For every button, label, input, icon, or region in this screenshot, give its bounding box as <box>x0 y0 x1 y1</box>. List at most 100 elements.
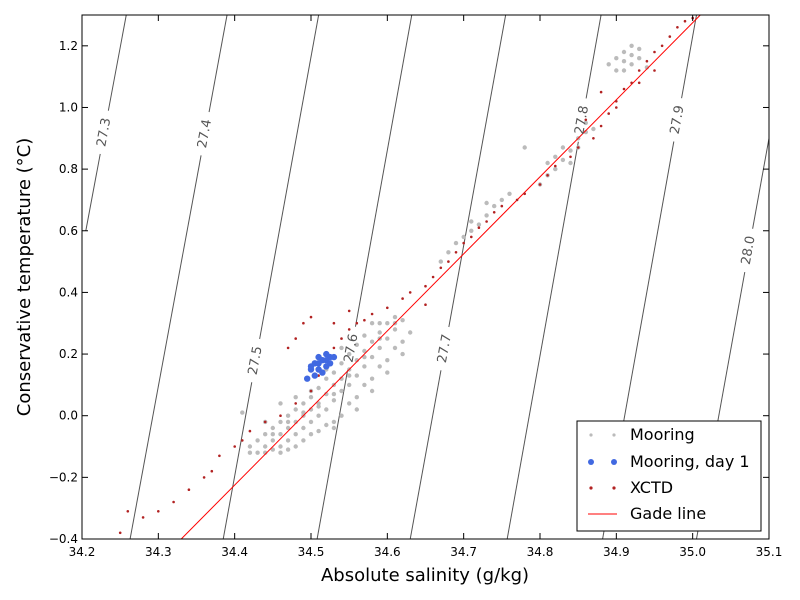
data-point <box>302 321 305 325</box>
x-tick-label: 34.5 <box>298 545 325 559</box>
data-point <box>454 251 458 254</box>
data-point <box>347 373 352 378</box>
data-point <box>637 81 641 85</box>
data-point <box>347 351 352 357</box>
data-point <box>301 425 306 431</box>
y-tick-label: 1.2 <box>59 39 78 53</box>
legend-swatch <box>611 459 617 465</box>
data-point <box>492 203 497 209</box>
data-point <box>546 174 549 177</box>
data-point <box>637 69 641 72</box>
data-point <box>668 35 672 38</box>
series-mooring-day-1 <box>304 350 338 382</box>
density-contour-line <box>681 15 697 99</box>
data-point <box>355 321 359 325</box>
data-point <box>431 275 435 279</box>
density-contour-line <box>222 382 253 539</box>
data-point <box>301 438 306 443</box>
data-point <box>592 137 595 140</box>
y-tick-label: 0.8 <box>59 162 78 176</box>
data-point <box>424 284 427 288</box>
data-point <box>278 444 283 449</box>
data-point <box>584 118 588 122</box>
data-point <box>385 370 390 375</box>
legend-entry: Mooring, day 1 <box>588 452 750 471</box>
data-point <box>202 476 206 479</box>
data-point <box>554 164 557 168</box>
data-point <box>553 154 558 159</box>
data-point <box>309 315 313 319</box>
data-point <box>354 395 359 400</box>
data-point <box>615 106 618 109</box>
data-point <box>400 351 405 357</box>
legend-entry: Gade line <box>588 504 706 523</box>
data-point <box>476 222 482 227</box>
data-point <box>500 204 504 208</box>
x-tick-label: 34.4 <box>221 545 248 559</box>
data-point <box>270 432 275 437</box>
data-point <box>676 26 679 29</box>
data-point <box>615 100 618 103</box>
data-point <box>385 336 390 341</box>
data-point <box>339 388 344 394</box>
data-point <box>369 388 375 394</box>
density-contour-line <box>448 15 507 328</box>
data-point <box>523 192 526 196</box>
data-point <box>294 402 298 405</box>
data-point <box>278 401 283 406</box>
data-point <box>591 126 596 132</box>
data-point <box>286 346 290 350</box>
y-tick-label: 0.2 <box>59 347 78 361</box>
contour-labels: 27.3 27.4 27.5 27.6 27.7 27.8 27.9 28.0 <box>94 104 758 376</box>
data-point <box>392 327 398 332</box>
legend-label: XCTD <box>630 478 673 497</box>
data-point <box>331 425 337 431</box>
data-point <box>637 56 642 61</box>
data-point <box>332 321 336 325</box>
data-point <box>324 376 329 381</box>
data-point <box>369 339 375 344</box>
data-point <box>270 438 275 443</box>
data-point <box>369 321 375 326</box>
data-point <box>408 291 412 294</box>
data-point <box>362 354 367 360</box>
data-point <box>614 56 619 61</box>
legend-swatch <box>612 433 616 437</box>
data-point <box>621 49 627 55</box>
density-contour-line <box>107 15 127 111</box>
data-point <box>392 345 398 351</box>
data-point <box>447 260 450 263</box>
data-point <box>157 510 160 513</box>
density-contour-line <box>585 15 602 99</box>
data-point <box>370 312 374 316</box>
legend-swatch <box>589 433 593 437</box>
data-point <box>331 391 337 397</box>
data-point <box>270 447 275 452</box>
data-point <box>187 488 191 492</box>
x-tick-label: 34.9 <box>603 545 630 559</box>
x-tick-label: 34.6 <box>374 545 401 559</box>
data-point <box>485 220 488 223</box>
legend: Mooring Mooring, day 1 XCTD Gade line <box>576 420 762 532</box>
data-point <box>522 145 527 150</box>
data-point <box>477 226 481 229</box>
data-point <box>363 318 366 322</box>
y-axis-label: Conservative temperature (°C) <box>14 138 35 417</box>
data-point <box>599 124 603 128</box>
data-point <box>614 68 619 73</box>
data-point <box>401 297 404 300</box>
data-point <box>545 160 550 166</box>
data-point <box>308 432 314 437</box>
data-point <box>285 413 291 418</box>
data-point <box>324 407 329 412</box>
data-point <box>424 303 427 307</box>
data-point <box>278 419 283 425</box>
density-contour-label: 27.5 <box>246 345 266 376</box>
data-point <box>484 200 489 206</box>
data-point <box>362 364 367 369</box>
data-point <box>255 450 260 455</box>
data-point <box>316 404 321 409</box>
data-point <box>629 62 634 67</box>
data-point <box>385 358 390 363</box>
